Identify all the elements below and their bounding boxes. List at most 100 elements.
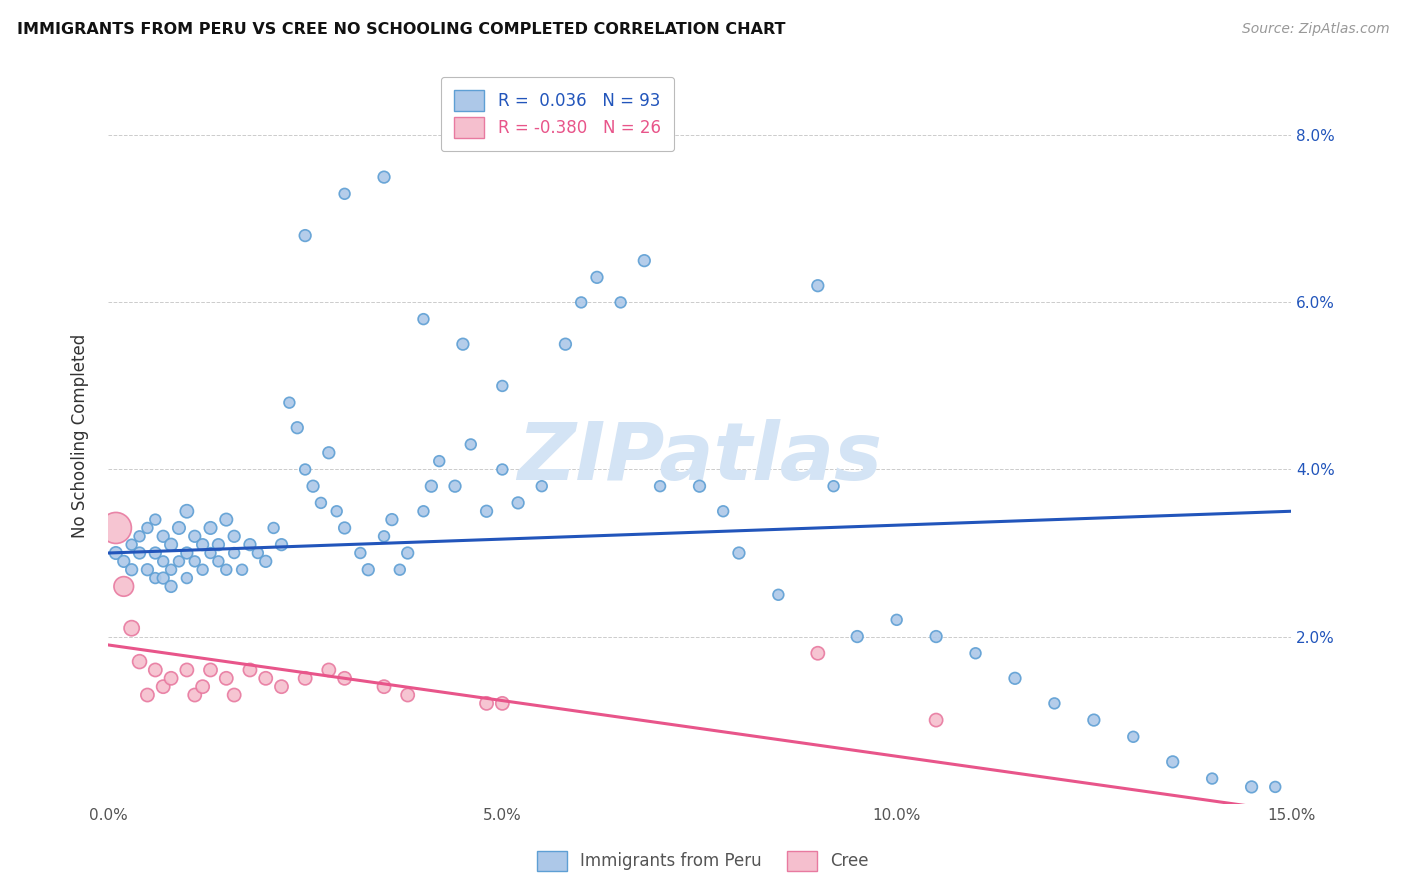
Point (167, 554, 190, 568)
Point (846, 630, 869, 644)
Point (143, 571, 166, 585)
Point (925, 713, 948, 727)
Point (270, 680, 292, 694)
Point (184, 554, 207, 568)
Point (491, 462, 513, 476)
Point (104, 546, 127, 560)
Point (1201, 772, 1223, 786)
Point (333, 671, 356, 685)
Point (285, 421, 308, 435)
Point (104, 521, 127, 535)
Legend: R =  0.036   N = 93, R = -0.380   N = 26: R = 0.036 N = 93, R = -0.380 N = 26 (441, 77, 673, 151)
Point (270, 538, 292, 552)
Point (160, 538, 183, 552)
Point (112, 554, 135, 568)
Point (1161, 755, 1184, 769)
Point (711, 504, 734, 518)
Point (160, 563, 183, 577)
Point (128, 529, 150, 543)
Point (427, 454, 450, 468)
Point (184, 688, 207, 702)
Point (925, 630, 948, 644)
Point (506, 496, 529, 510)
Point (569, 295, 592, 310)
Point (136, 563, 159, 577)
Point (231, 563, 253, 577)
Point (152, 680, 174, 694)
Point (633, 253, 655, 268)
Point (128, 655, 150, 669)
Point (224, 688, 246, 702)
Point (246, 546, 269, 560)
Point (349, 546, 371, 560)
Point (176, 546, 198, 560)
Point (823, 479, 845, 493)
Point (143, 546, 166, 560)
Point (191, 680, 214, 694)
Point (412, 312, 434, 326)
Point (965, 646, 987, 660)
Point (136, 688, 159, 702)
Legend: Immigrants from Peru, Cree: Immigrants from Peru, Cree (529, 842, 877, 880)
Point (1083, 713, 1105, 727)
Point (239, 538, 262, 552)
Point (451, 337, 474, 351)
Point (333, 521, 356, 535)
Point (318, 446, 340, 460)
Point (728, 546, 751, 560)
Point (207, 538, 229, 552)
Point (176, 504, 198, 518)
Point (160, 579, 183, 593)
Point (807, 278, 830, 293)
Point (373, 170, 395, 185)
Point (373, 680, 395, 694)
Point (807, 646, 830, 660)
Point (121, 563, 143, 577)
Point (121, 538, 143, 552)
Point (302, 479, 325, 493)
Point (396, 688, 419, 702)
Point (200, 546, 222, 560)
Point (215, 513, 238, 527)
Point (215, 671, 238, 685)
Point (128, 546, 150, 560)
Point (224, 546, 246, 560)
Point (143, 513, 166, 527)
Point (1240, 780, 1263, 794)
Point (254, 554, 277, 568)
Text: ZIPatlas: ZIPatlas (517, 419, 882, 497)
Point (112, 579, 135, 593)
Text: IMMIGRANTS FROM PERU VS CREE NO SCHOOLING COMPLETED CORRELATION CHART: IMMIGRANTS FROM PERU VS CREE NO SCHOOLIN… (17, 22, 786, 37)
Point (152, 554, 174, 568)
Point (491, 697, 513, 711)
Point (1043, 697, 1066, 711)
Point (160, 671, 183, 685)
Point (224, 529, 246, 543)
Point (475, 697, 498, 711)
Point (294, 462, 316, 476)
Point (381, 513, 404, 527)
Point (648, 479, 671, 493)
Point (689, 479, 711, 493)
Point (886, 613, 908, 627)
Point (1122, 730, 1144, 744)
Point (357, 563, 380, 577)
Point (254, 671, 277, 685)
Point (309, 496, 332, 510)
Point (200, 663, 222, 677)
Point (420, 479, 443, 493)
Point (136, 521, 159, 535)
Point (373, 529, 395, 543)
Point (239, 663, 262, 677)
Point (176, 571, 198, 585)
Point (388, 563, 411, 577)
Point (475, 504, 498, 518)
Point (412, 504, 434, 518)
Point (554, 337, 576, 351)
Point (207, 554, 229, 568)
Point (263, 521, 285, 535)
Point (318, 663, 340, 677)
Point (294, 671, 316, 685)
Point (530, 479, 553, 493)
Point (768, 588, 790, 602)
